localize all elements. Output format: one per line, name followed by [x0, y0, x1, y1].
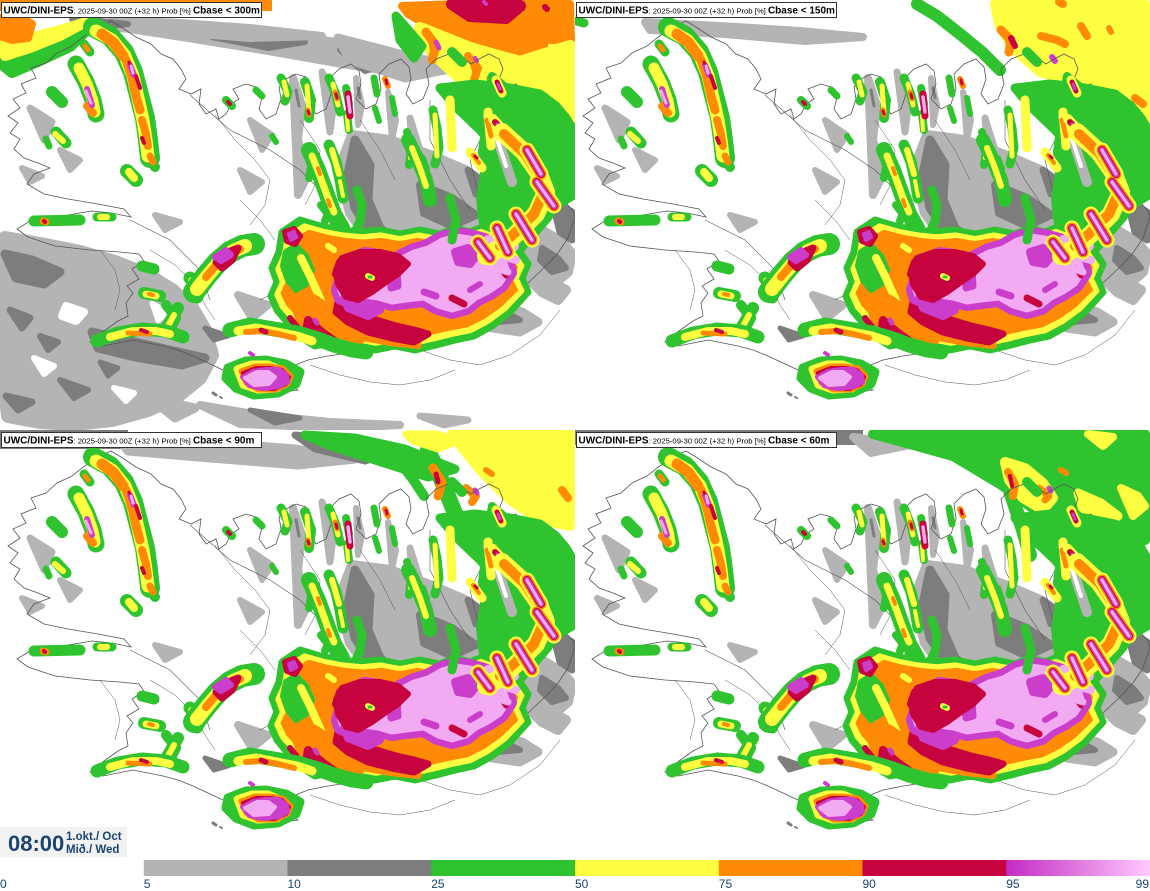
svg-text:UWC/DINI-EPS: 2025-09-30 00Z (: UWC/DINI-EPS: 2025-09-30 00Z (+32 h) Pro… — [579, 6, 836, 17]
svg-text:08:00: 08:00 — [8, 831, 64, 856]
svg-text:10: 10 — [288, 877, 302, 891]
svg-text:UWC/DINI-EPS: 2025-09-30 00Z (: UWC/DINI-EPS: 2025-09-30 00Z (+32 h) Pro… — [4, 436, 255, 447]
svg-text:1.okt./ Oct: 1.okt./ Oct — [66, 831, 122, 843]
svg-text:90: 90 — [863, 877, 877, 891]
svg-text:UWC/DINI-EPS: 2025-09-30 00Z (: UWC/DINI-EPS: 2025-09-30 00Z (+32 h) Pro… — [579, 436, 830, 447]
svg-text:25: 25 — [431, 877, 445, 891]
svg-text:75: 75 — [719, 877, 733, 891]
svg-text:95: 95 — [1006, 877, 1020, 891]
svg-text:Mið./ Wed: Mið./ Wed — [66, 844, 119, 856]
svg-text:0: 0 — [0, 877, 7, 891]
svg-text:50: 50 — [575, 877, 589, 891]
svg-text:UWC/DINI-EPS: 2025-09-30 00Z (: UWC/DINI-EPS: 2025-09-30 00Z (+32 h) Pro… — [4, 6, 261, 17]
svg-text:99: 99 — [1136, 877, 1150, 891]
svg-text:5: 5 — [144, 877, 151, 891]
